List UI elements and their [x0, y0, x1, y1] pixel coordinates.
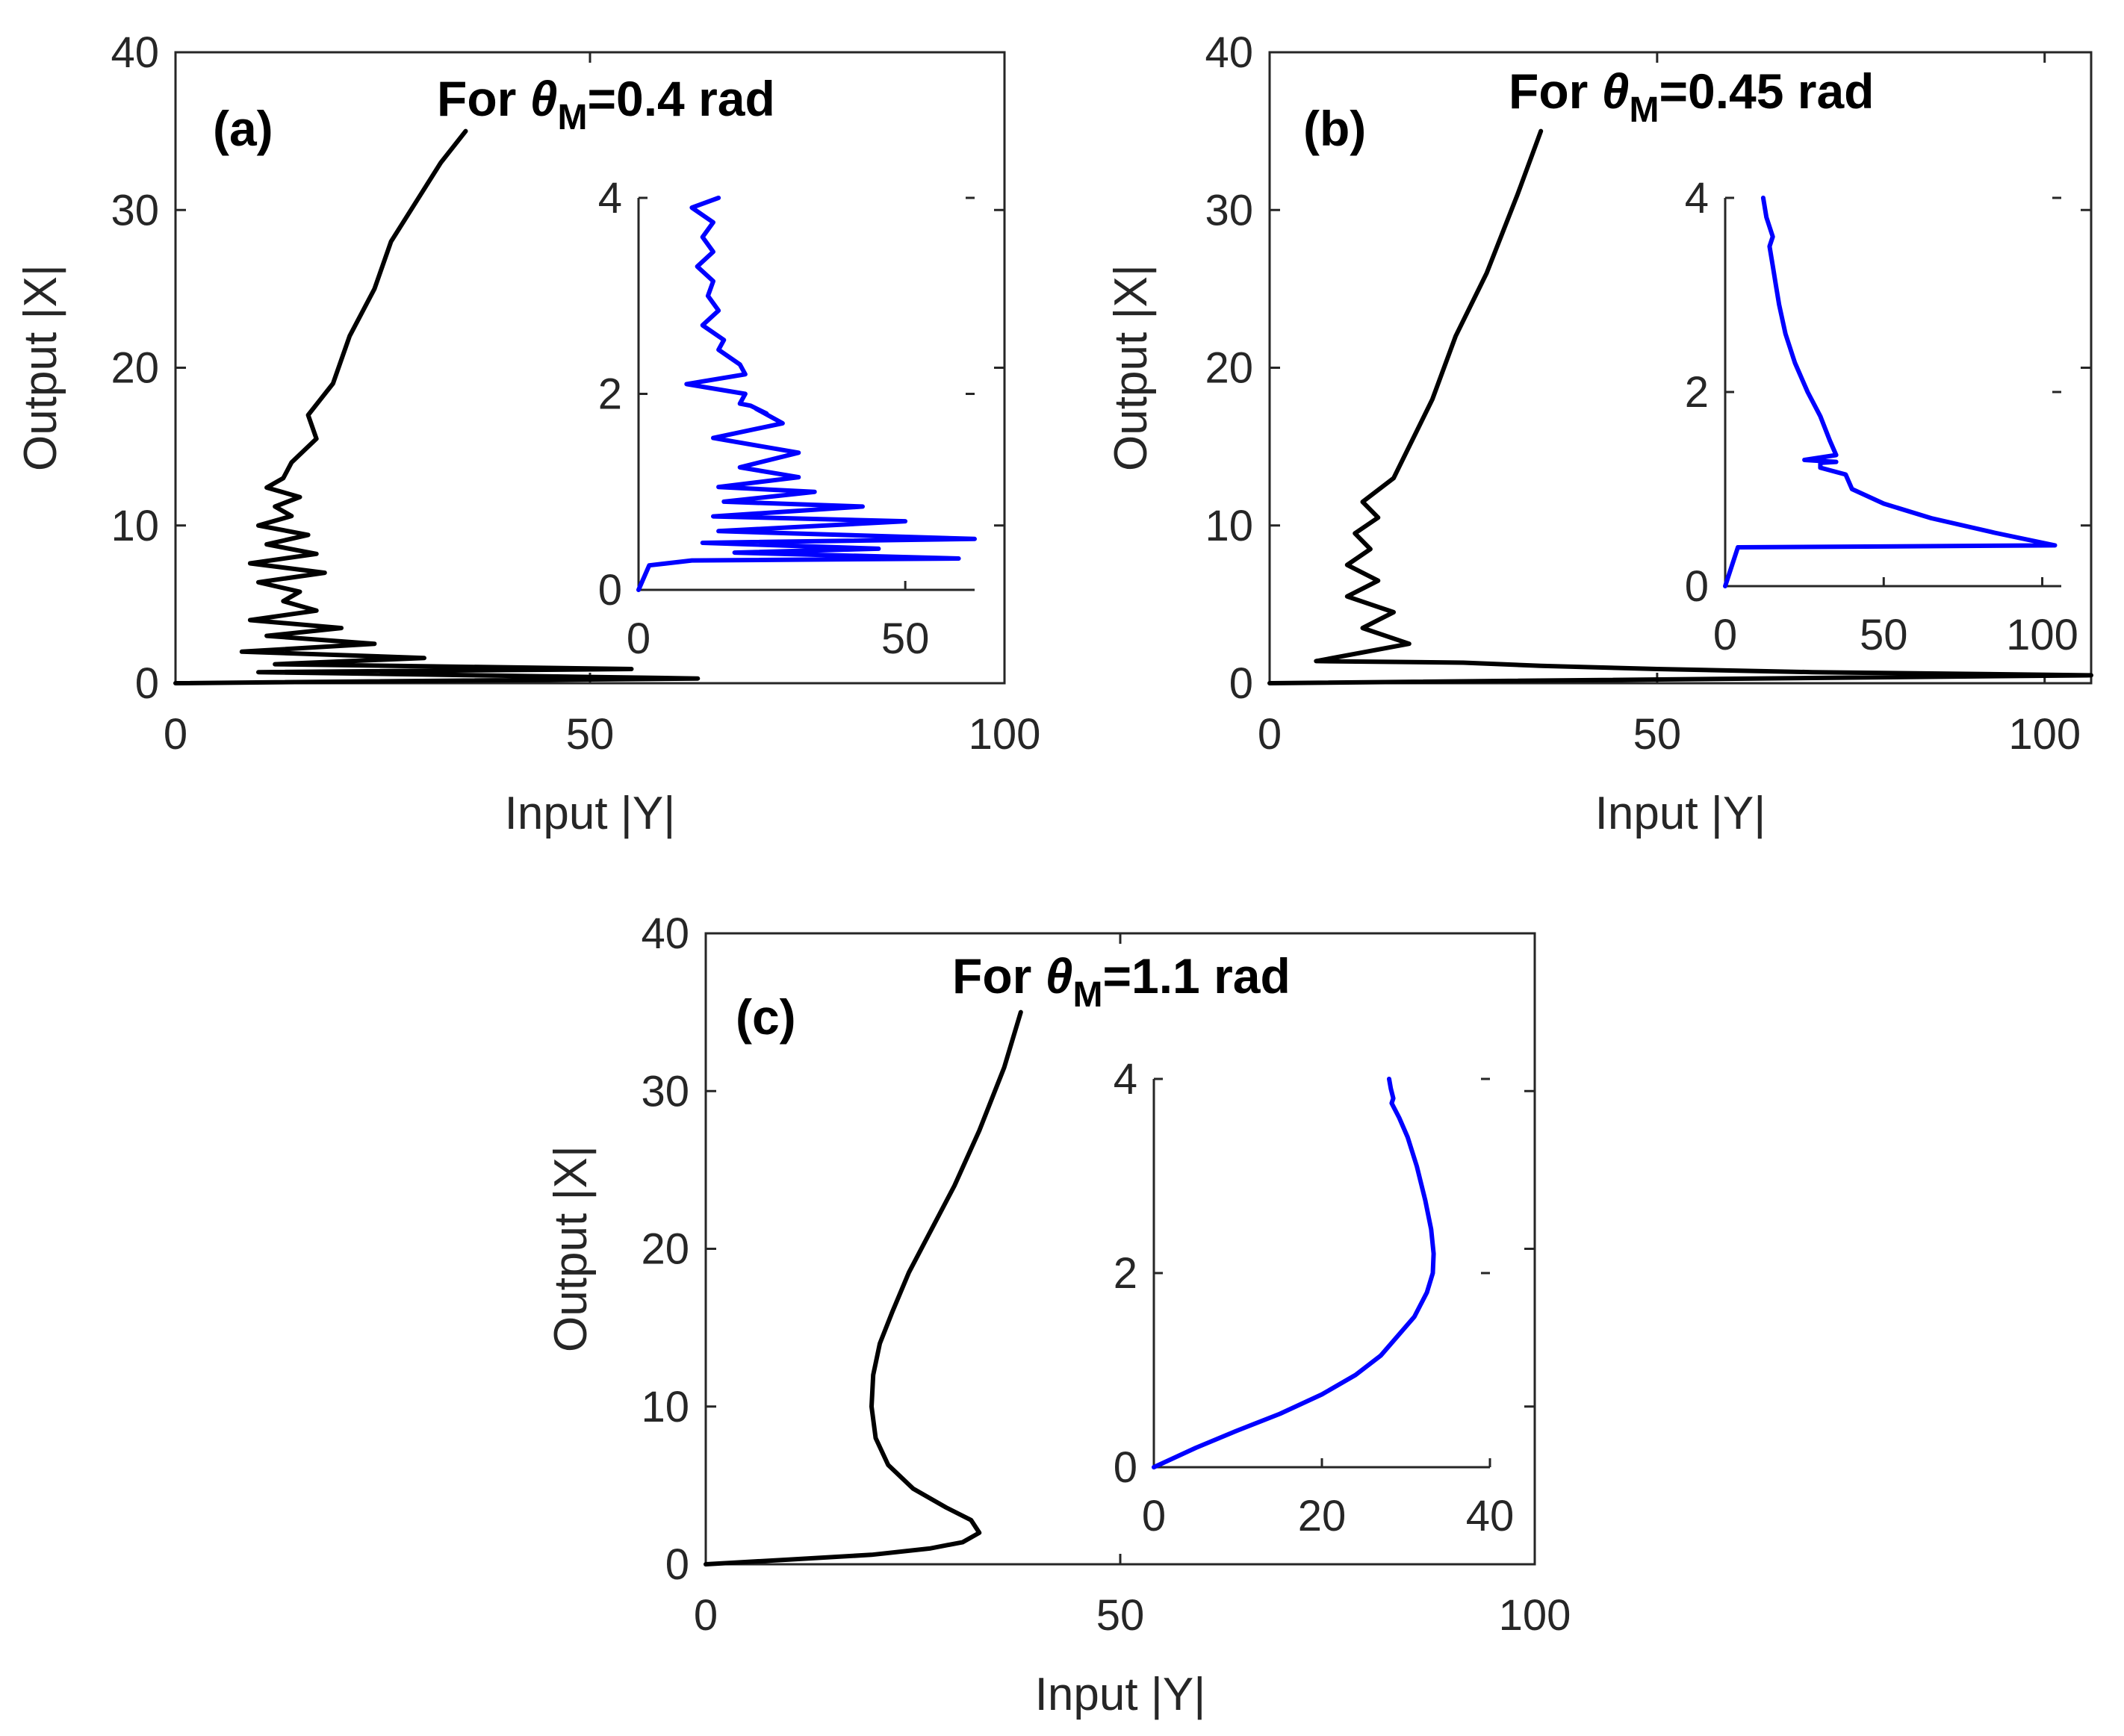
- inset-background: [1725, 198, 2061, 586]
- y-axis-label: Output |X|: [545, 1145, 597, 1352]
- inset-y-tick-label: 2: [1114, 1249, 1137, 1298]
- inset-y-tick-label: 0: [598, 566, 622, 615]
- inset-y-tick-label: 0: [1114, 1443, 1137, 1492]
- inset-y-tick-label: 2: [598, 370, 622, 419]
- main-y-tick-label: 40: [1205, 28, 1253, 77]
- inset-y-tick-label: 0: [1685, 562, 1709, 611]
- main-x-tick-label: 100: [1499, 1591, 1571, 1640]
- inset-series-line: [636, 196, 977, 592]
- main-y-tick-label: 20: [1205, 344, 1253, 393]
- panel-label: (a): [213, 101, 273, 156]
- inset: 0 50 0 2 4: [598, 174, 977, 663]
- inset-x-tick-label: 50: [881, 615, 930, 663]
- inset-y-tick-label: 4: [1685, 174, 1709, 223]
- main-y-tick-label: 40: [111, 28, 159, 77]
- main-series-line: [173, 128, 701, 685]
- panel-label: (b): [1303, 101, 1366, 156]
- inset-series-line: [1152, 1077, 1436, 1469]
- main-x-tick-label: 50: [1096, 1591, 1145, 1640]
- inset-y-tick-label: 4: [598, 174, 622, 223]
- inset-x-tick-label: 0: [627, 615, 650, 663]
- inset-series-line: [1723, 196, 2058, 588]
- inset: 0 20 40 0 2 4: [1114, 1055, 1515, 1540]
- main-y-tick-label: 20: [641, 1225, 689, 1274]
- inset-background: [639, 198, 975, 590]
- panel-title: For θM=0.45 rad: [1509, 63, 1875, 130]
- main-series-line: [1267, 128, 2093, 685]
- main-y-tick-label: 10: [641, 1383, 689, 1431]
- panel-label: (c): [736, 989, 796, 1045]
- main-y-tick-label: 10: [111, 502, 159, 550]
- inset-x-tick-label: 0: [1142, 1492, 1166, 1540]
- main-x-tick-label: 0: [164, 710, 187, 759]
- inset-x-tick-label: 0: [1713, 611, 1737, 659]
- inset-x-tick-label: 50: [1860, 611, 1908, 659]
- main-y-tick-label: 30: [641, 1067, 689, 1116]
- main-y-tick-label: 30: [111, 186, 159, 234]
- panel-title: For θM=0.4 rad: [437, 71, 775, 137]
- main-x-tick-label: 100: [969, 710, 1041, 759]
- main-x-tick-label: 50: [566, 710, 615, 759]
- inset-x-tick-label: 20: [1298, 1492, 1347, 1540]
- main-y-tick-label: 40: [641, 909, 689, 958]
- inset-background: [1154, 1079, 1490, 1467]
- y-axis-label: Output |X|: [1105, 264, 1157, 471]
- inset: 0 50 100 0 2 4: [1685, 174, 2078, 659]
- main-y-tick-label: 0: [135, 659, 159, 708]
- inset-y-tick-label: 2: [1685, 368, 1709, 417]
- main-y-tick-label: 20: [111, 344, 159, 393]
- inset-x-tick-label: 40: [1466, 1492, 1515, 1540]
- inset-x-tick-label: 100: [2006, 611, 2078, 659]
- main-series-line: [704, 1009, 1023, 1567]
- main-x-tick-label: 100: [2008, 710, 2081, 759]
- y-axis-label: Output |X|: [15, 264, 66, 471]
- panel-title: For θM=1.1 rad: [952, 948, 1291, 1015]
- main-x-tick-label: 0: [694, 1591, 718, 1640]
- x-axis-label: Input |Y|: [505, 788, 676, 839]
- main-y-tick-label: 0: [1229, 659, 1253, 708]
- main-x-tick-label: 50: [1633, 710, 1682, 759]
- main-y-tick-label: 0: [665, 1540, 689, 1589]
- x-axis-label: Input |Y|: [1595, 788, 1766, 839]
- main-y-tick-label: 30: [1205, 186, 1253, 234]
- inset-y-tick-label: 4: [1114, 1055, 1137, 1104]
- x-axis-label: Input |Y|: [1035, 1669, 1206, 1720]
- main-x-tick-label: 0: [1258, 710, 1282, 759]
- main-y-tick-label: 10: [1205, 502, 1253, 550]
